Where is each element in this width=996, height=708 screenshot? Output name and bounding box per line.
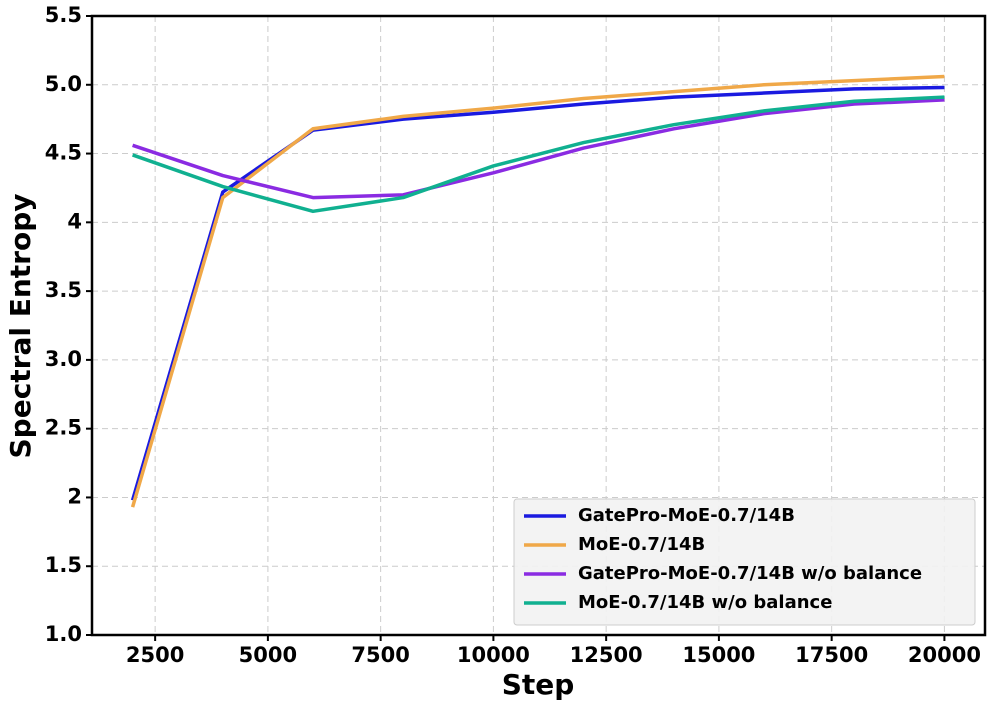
series-line: [132, 95, 945, 214]
legend-box: [513, 498, 976, 626]
legend-label: MoE-0.7/14B w/o balance: [578, 592, 832, 613]
y-tick-label: 2.5: [45, 416, 82, 440]
plot-frame: [90, 14, 987, 637]
y-tick-label: 1.5: [45, 553, 82, 577]
y-tick-label: 4.5: [45, 141, 82, 165]
y-axis-label: Spectral Entropy: [4, 193, 37, 458]
x-axis-label: Step: [502, 668, 575, 701]
x-tick-label: 10000: [457, 643, 530, 667]
x-tick-label: 15000: [682, 643, 755, 667]
y-tick-label: 3.0: [45, 347, 82, 371]
y-tick-label: 1.0: [45, 622, 82, 646]
x-tick-label: 12500: [570, 643, 643, 667]
y-tick-label: 5.5: [45, 3, 82, 27]
legend-label: GatePro-MoE-0.7/14B: [578, 505, 795, 526]
x-tick-label: 17500: [795, 643, 868, 667]
y-tick-label: 5.0: [45, 72, 82, 96]
y-tick-label: 2: [67, 484, 82, 508]
legend-label: GatePro-MoE-0.7/14B w/o balance: [578, 563, 922, 584]
x-tick-label: 7500: [351, 643, 409, 667]
series-line: [130, 85, 945, 501]
y-tick-label: 4: [67, 209, 82, 233]
y-tick-label: 3.5: [45, 278, 82, 302]
x-tick-label: 20000: [908, 643, 981, 667]
legend-label: MoE-0.7/14B: [578, 534, 705, 555]
legend: GatePro-MoE-0.7/14B MoE-0.7/14B GatePro-Mo…: [513, 498, 976, 626]
series-line: [130, 74, 945, 508]
series-line: [132, 98, 945, 200]
x-tick-label: 2500: [126, 643, 184, 667]
x-tick-label: 5000: [239, 643, 297, 667]
